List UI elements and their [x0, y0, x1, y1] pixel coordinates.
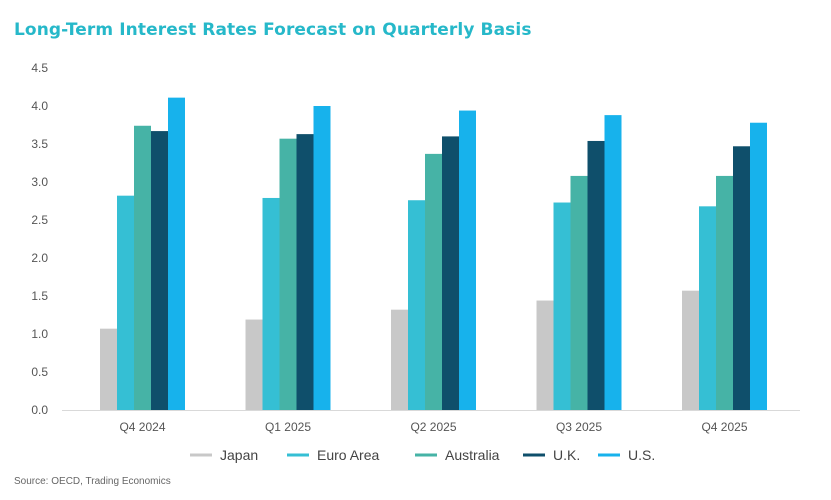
bar-u-k	[442, 136, 459, 410]
bar-australia	[134, 125, 151, 410]
bar-euro-area	[408, 200, 425, 410]
bar-u-s	[313, 106, 331, 410]
y-tick-label: 2.0	[31, 251, 48, 265]
bar-u-k	[296, 134, 314, 410]
bar-australia	[279, 138, 297, 410]
bar-euro-area	[117, 195, 134, 410]
x-tick-label: Q2 2025	[410, 420, 456, 434]
bar-australia	[570, 175, 588, 410]
bar-japan	[391, 309, 408, 410]
bar-euro-area	[262, 197, 280, 410]
source-note: Source: OECD, Trading Economics	[14, 476, 171, 487]
legend: Japan Euro Area Australia U.K. U.S.	[190, 447, 655, 463]
bar-japan	[536, 300, 554, 410]
bar-u-s	[750, 122, 767, 410]
x-tick-label: Q1 2025	[265, 420, 311, 434]
legend-label: U.S.	[628, 447, 655, 463]
legend-label: Japan	[220, 447, 258, 463]
bar-japan	[100, 328, 117, 410]
x-tick-label: Q4 2024	[119, 420, 165, 434]
y-tick-label: 1.0	[31, 327, 48, 341]
bar-japan	[682, 290, 699, 410]
x-tick-label: Q4 2025	[701, 420, 747, 434]
y-tick-label: 0.5	[31, 365, 48, 379]
bar-u-s	[459, 110, 476, 410]
bar-japan	[245, 319, 263, 410]
legend-label: U.K.	[553, 447, 580, 463]
bar-u-k	[587, 140, 605, 410]
y-tick-label: 4.0	[31, 99, 48, 113]
bars	[100, 97, 767, 411]
chart-title: Long-Term Interest Rates Forecast on Qua…	[14, 20, 532, 40]
bar-u-s	[168, 97, 185, 410]
bar-euro-area	[699, 206, 716, 410]
bar-u-k	[151, 131, 168, 410]
bar-euro-area	[553, 202, 571, 410]
bar-u-k	[733, 146, 750, 410]
bar-australia	[425, 153, 442, 410]
x-axis: Q4 2024 Q1 2025 Q2 2025 Q3 2025 Q4 2025	[62, 410, 800, 434]
bar-australia	[716, 175, 733, 410]
legend-label: Australia	[445, 447, 500, 463]
y-tick-label: 1.5	[31, 289, 48, 303]
y-tick-label: 4.5	[31, 61, 48, 75]
y-tick-label: 3.0	[31, 175, 48, 189]
legend-label: Euro Area	[317, 447, 379, 463]
y-axis: 0.0 0.5 1.0 1.5 2.0 2.5 3.0 3.5 4.0 4.5	[31, 61, 48, 417]
y-tick-label: 0.0	[31, 403, 48, 417]
y-tick-label: 3.5	[31, 137, 48, 151]
y-tick-label: 2.5	[31, 213, 48, 227]
x-tick-label: Q3 2025	[556, 420, 602, 434]
bar-u-s	[604, 115, 622, 411]
